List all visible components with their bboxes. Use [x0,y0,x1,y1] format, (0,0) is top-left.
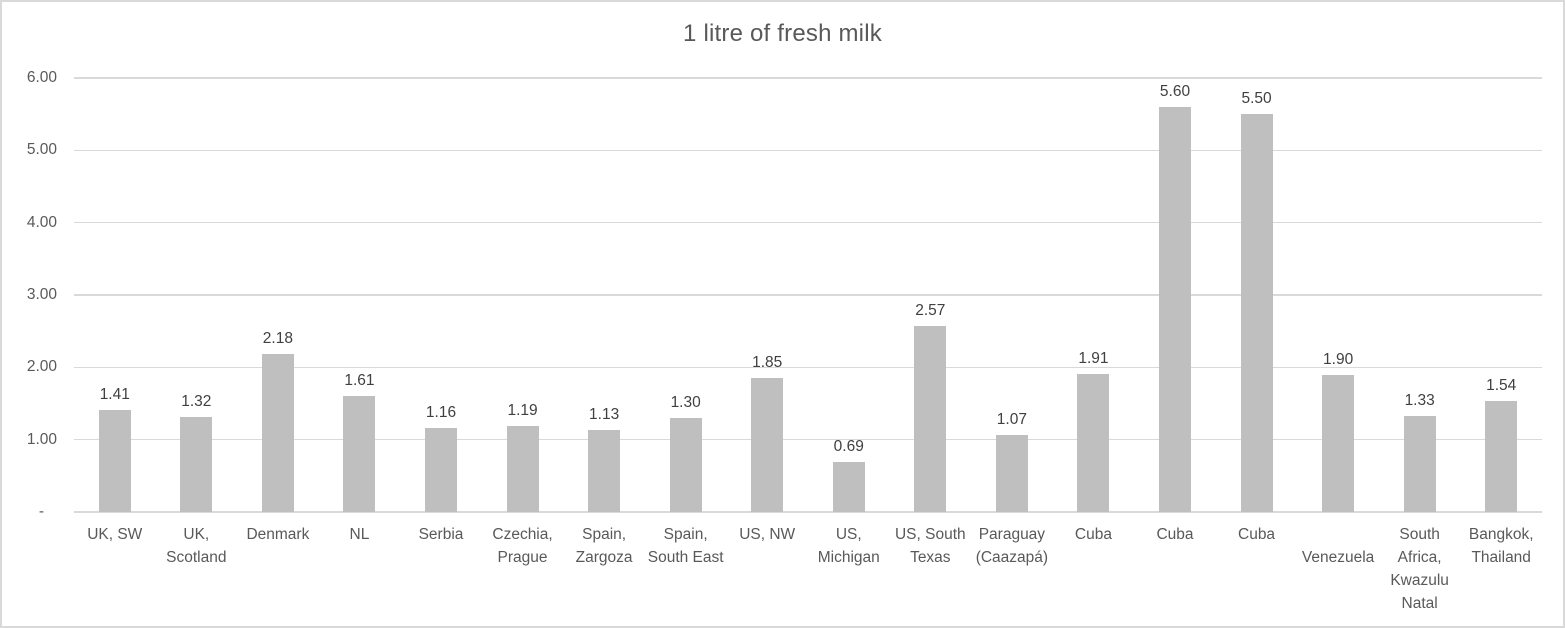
bar [98,410,131,512]
bar [1240,114,1273,512]
x-axis-category-label: Denmark [246,526,310,543]
bar [180,416,213,512]
bar [914,326,947,512]
x-axis-category-label: Venezuela [1301,549,1375,566]
bar [588,430,621,512]
gridline [74,77,1542,79]
y-axis-tick-label: 4.00 [26,213,57,231]
x-axis-category-label: Bangkok, Thailand [1468,526,1534,566]
y-axis-tick-label: 5.00 [26,141,57,159]
bar-value-label: 1.16 [425,404,457,422]
x-axis-category-label: Cuba [1074,526,1112,543]
y-axis-tick-label: 2.00 [26,358,57,376]
bar [1403,415,1436,512]
x-axis-category-label: Czechia, Prague [492,526,553,566]
bar-value-label: 1.30 [670,393,701,411]
bar [1159,106,1191,512]
bar-value-label: 1.61 [344,371,375,389]
gridline [74,366,1542,369]
bar-value-label: 1.54 [1486,376,1517,394]
y-axis-tick-label: 3.00 [26,286,57,303]
bar-value-label: 1.85 [752,354,783,372]
bar-value-label: 1.90 [1323,350,1354,368]
bar [1485,400,1518,512]
x-axis-category-label: Cuba [1156,526,1194,543]
x-axis-category-label: US, NW [739,526,796,543]
gridline [74,438,1542,441]
bar [669,417,702,512]
x-axis-category-label: Spain, Zargoza [575,526,633,566]
bar-value-label: 2.57 [915,302,946,320]
x-axis-category-label: South Africa, Kwazulu Natal [1390,526,1449,612]
bar [1077,373,1110,512]
bar-value-label: 2.18 [262,330,293,348]
bar-value-label: 1.91 [1078,349,1109,367]
bar-value-label: 1.19 [507,401,538,419]
bar-value-label: 1.07 [996,410,1027,428]
bar-value-label: 1.33 [1404,391,1435,409]
bar [343,395,376,512]
bar [751,378,784,512]
x-axis-category-label: US, South Texas [894,526,966,566]
bar-value-label: 5.50 [1241,90,1272,108]
bar [261,354,294,512]
bar [506,425,539,512]
bar [832,462,865,512]
x-axis-category-label: Spain, South East [647,526,724,566]
x-axis-category-label: UK, Scotland [166,526,227,566]
y-axis-tick-label: - [38,503,44,520]
x-axis-category-label: Paraguay (Caazapá) [975,526,1049,566]
bar [425,428,457,512]
bar-value-label: 0.69 [833,438,864,456]
gridline [74,149,1542,152]
gridline [74,221,1542,224]
x-axis-category-label: Serbia [418,526,464,543]
x-axis-category-label: NL [349,526,370,543]
chart-title: 1 litre of fresh milk [683,20,882,47]
plot-area: 1.41 1.32 2.18 1.61 1.16 1.19 1.13 1.30 1.85 0.69… [74,77,1542,513]
gridline [74,294,1542,296]
x-axis-category-label: US, Michigan [817,526,880,566]
x-axis-line [74,511,1542,513]
bar-value-label: 1.41 [99,386,130,404]
bar-value-label: 5.60 [1159,82,1191,100]
y-axis-tick-label: 6.00 [26,69,57,86]
x-axis-category-label: UK, SW [87,526,143,543]
bar-value-label: 1.13 [589,406,620,424]
y-axis-tick-label: 1.00 [26,430,57,448]
bar [995,434,1028,512]
bar-value-label: 1.32 [181,392,212,410]
x-axis-category-label: Cuba [1238,526,1276,543]
bar [1322,374,1355,512]
